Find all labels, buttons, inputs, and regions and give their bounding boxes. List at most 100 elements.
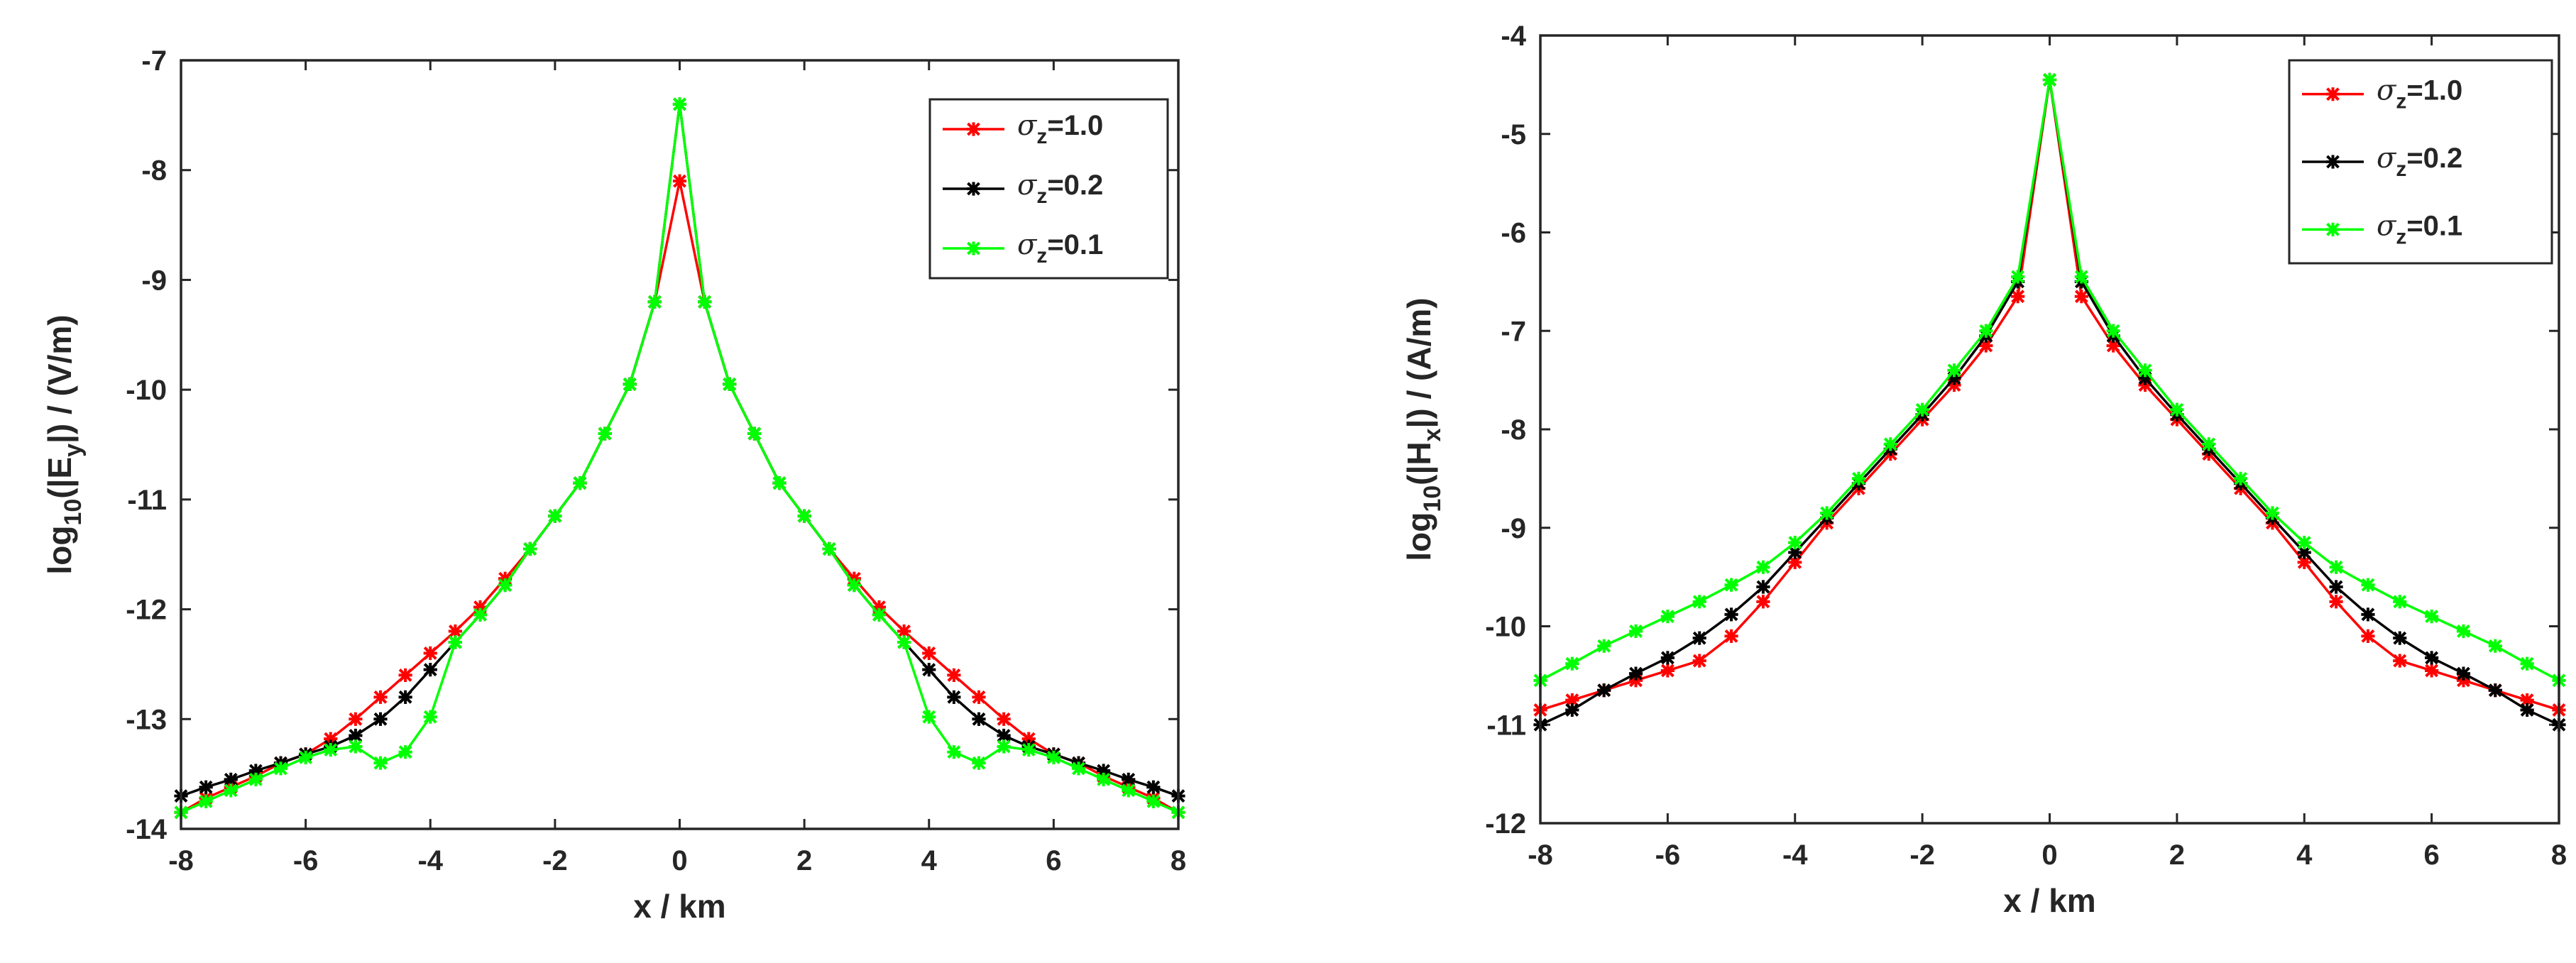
chart-1-axes-frame	[1539, 34, 2560, 825]
chart-1-series-2-point	[2361, 578, 2375, 592]
chart-0-series-2-point	[1097, 772, 1111, 786]
chart-0-legend: σz=1.0 σz=0.2 σz=0.1	[928, 98, 1169, 280]
chart-1-x-tick-label: 0	[2041, 840, 2057, 871]
chart-1-series-2-point	[1724, 578, 1738, 592]
chart-0-series-0-point	[349, 712, 363, 726]
chart-1-x-tick-label: -2	[1909, 840, 1935, 871]
chart-1-y-tick-label: -11	[1486, 710, 1526, 741]
chart-1-series-0-point	[2329, 595, 2343, 609]
chart-1-series-2-point	[1979, 324, 1993, 338]
chart-1-series-1-point	[2329, 580, 2343, 594]
chart-0-y-tick-label: -9	[141, 265, 167, 296]
chart-1-y-axis-label: log10(|Hx|) / (A/m)	[1401, 297, 1446, 561]
chart-1-y-tick-label: -9	[1501, 513, 1526, 544]
chart-1-x-tick-label: 6	[2424, 840, 2440, 871]
chart-1-series-2-point	[1788, 535, 1802, 550]
chart-0-series-1-point	[199, 780, 213, 794]
chart-1-series-2-point	[2393, 595, 2407, 609]
chart-0-x-tick-label: -6	[293, 845, 319, 876]
chart-0-series-2-point	[872, 607, 887, 622]
chart-0-series-2-point	[1046, 750, 1060, 765]
chart-0-series-0-point	[897, 624, 911, 639]
chart-0-y-tick-label: -12	[126, 595, 167, 626]
chart-1-series-0-point	[2074, 290, 2088, 304]
chart-0-y-tick-label: -14	[126, 814, 168, 845]
chart-1-series-2-point	[2329, 560, 2343, 574]
chart-1-series-1-point	[2488, 683, 2502, 698]
chart-0-series-1-point	[922, 663, 936, 677]
chart-0-series-1-point	[349, 728, 363, 743]
chart-1-series-1-point	[2393, 631, 2407, 645]
chart-0-series-1-point	[947, 690, 961, 704]
chart-0-series-2-point	[623, 377, 637, 392]
chart-1-series-2-point	[2265, 506, 2280, 520]
chart-0-series-2-point	[822, 541, 836, 556]
chart-1-legend-label: σz=0.2	[2377, 142, 2462, 181]
chart-0-series-1-point	[398, 690, 412, 704]
chart-1-legend-entry: σz=0.2	[2302, 142, 2462, 181]
chart-1-legend: σz=1.0 σz=0.2 σz=0.1	[2288, 59, 2553, 265]
chart-0-series-2-point	[672, 97, 687, 111]
chart-0-y-tick-label: -11	[127, 485, 167, 516]
chart-0-series-2-point	[1146, 794, 1161, 808]
chart-1-series-2-point	[1915, 402, 1929, 417]
chart-0-series-2-point	[997, 739, 1011, 754]
chart-0-series-0-point	[922, 646, 936, 661]
chart-1-series-0-point	[2425, 664, 2439, 678]
chart-0-series-2-point	[1122, 783, 1136, 798]
right-chart-hx: -8 -6 -4 -2 0 2 4 6 8 -12 -11 -10 -9 -8 -7 -6 -5 -4 x / km…	[1401, 21, 2567, 919]
chart-1-series-2-point	[1628, 624, 1643, 639]
chart-1-series-2-point	[2042, 72, 2057, 87]
chart-0-series-1-point	[1146, 780, 1161, 794]
chart-0-x-tick-label: -4	[417, 845, 443, 876]
chart-1-x-tick-label: 8	[2551, 840, 2567, 871]
chart-1-series-2-point	[2233, 471, 2248, 485]
chart-0-series-1-point	[972, 712, 986, 726]
chart-0-series-2-point	[797, 509, 811, 523]
chart-0-legend-entry: σz=0.1	[943, 229, 1103, 268]
chart-1-series-2-point	[2011, 270, 2025, 284]
chart-0-series-2-point	[473, 607, 488, 622]
chart-1-legend-label: σz=0.1	[2377, 209, 2462, 248]
chart-1-series-2-point	[2170, 402, 2184, 417]
chart-0-x-tick-label: 6	[1046, 845, 1061, 876]
chart-0-x-tick-label: 8	[1171, 845, 1186, 876]
chart-0-series-2-point	[523, 541, 537, 556]
chart-1-series-2-point	[1756, 560, 1770, 574]
chart-1-series-1-point	[1628, 666, 1643, 681]
chart-1-y-tick-label: -4	[1501, 21, 1526, 52]
chart-1-y-tick-label: -8	[1501, 414, 1526, 446]
chart-0-series-2-point	[373, 756, 388, 770]
chart-0-legend-label: σz=0.1	[1017, 229, 1103, 268]
chart-1-series-0-point	[1660, 664, 1675, 678]
chart-0-series-2-point	[548, 509, 562, 523]
chart-0-series-2-point	[398, 745, 412, 759]
chart-0-series-2-point	[747, 427, 762, 441]
chart-0-series-2-point	[199, 794, 213, 808]
chart-0-series-2-point	[772, 476, 786, 490]
chart-0-series-0-point	[997, 712, 1011, 726]
chart-1-series-2-point	[1851, 471, 1866, 485]
chart-1-y-tick-label: -6	[1501, 218, 1526, 249]
chart-0-series-0-point	[423, 646, 437, 661]
chart-0-series-2-point	[1071, 761, 1086, 776]
chart-0-y-tick-label: -7	[141, 45, 167, 77]
chart-1-series-2-point	[1565, 656, 1579, 671]
chart-1-x-tick-label: -4	[1782, 840, 1808, 871]
chart-1-series-0-point	[2011, 290, 2025, 304]
chart-0-series-0-point	[672, 174, 687, 188]
chart-0-series-2-point	[498, 578, 513, 593]
chart-0-series-2-point	[349, 739, 363, 754]
chart-0-series-2-point	[698, 295, 712, 309]
chart-0-axes-frame	[180, 59, 1180, 830]
chart-1-series-1-point	[1597, 683, 1611, 698]
chart-0-series-0-point	[398, 668, 412, 682]
chart-0-series-2-point	[847, 578, 861, 593]
chart-1-series-0-point	[2361, 629, 2375, 643]
chart-0-series-0-point	[947, 668, 961, 682]
chart-1-series-2-point	[2074, 270, 2088, 284]
chart-0-y-axis-label: log10(|Ey|) / (V/m)	[41, 314, 87, 574]
chart-0-legend-entry: σz=0.2	[943, 169, 1103, 208]
chart-1-series-2-point	[2106, 324, 2120, 338]
chart-0-x-axis-label: x / km	[633, 888, 725, 925]
